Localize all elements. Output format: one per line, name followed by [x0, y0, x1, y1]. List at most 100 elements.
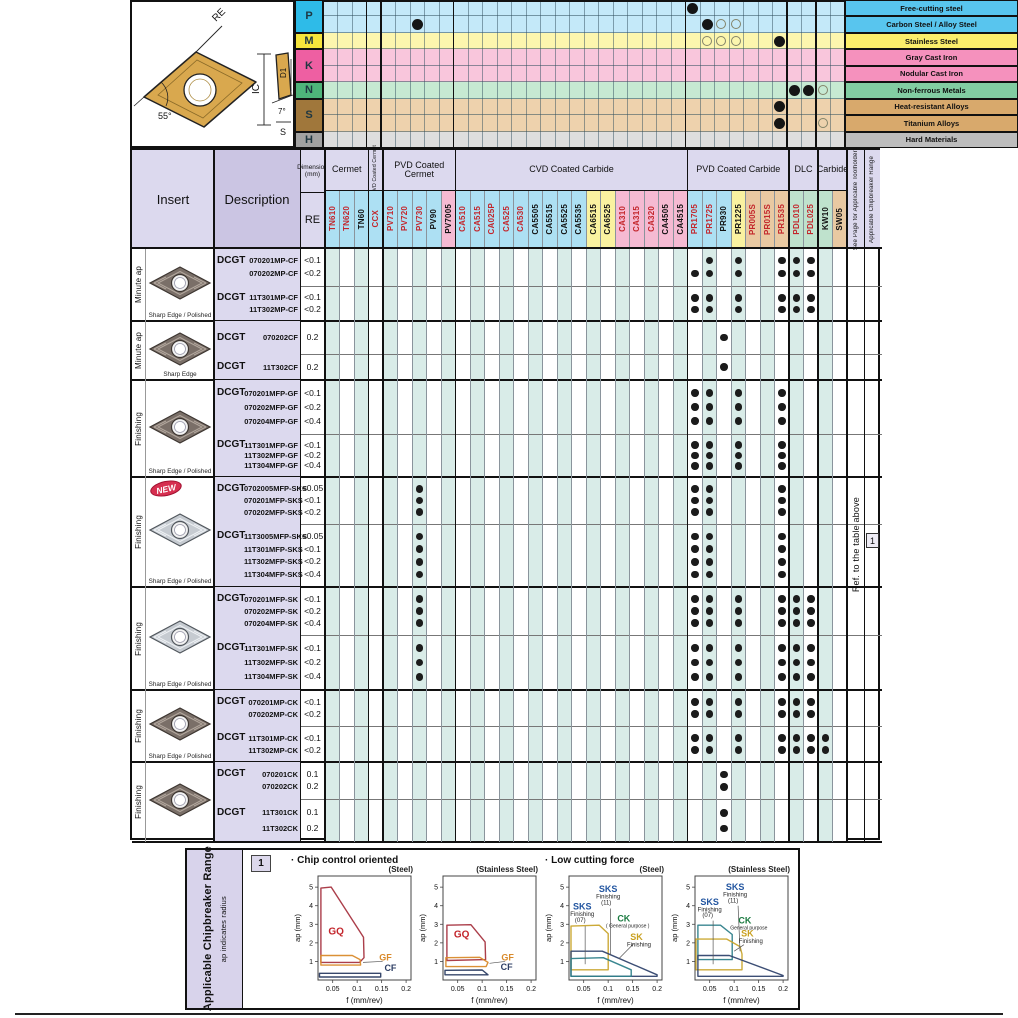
chart-steel: (Steel) 1 2 3 4 5 0.05 0.1 0.15 0.2 f (mm/rev) ap (…: [543, 862, 666, 1013]
grade-dot-PR1535: [778, 441, 786, 449]
body-col-stripe-CA4515: [673, 248, 688, 842]
grade-label-TN620: TN620: [342, 206, 352, 232]
grade-dot-PR1225: [734, 305, 742, 313]
grade-dot-PR1705: [691, 558, 699, 566]
grade-label-CA5535: CA5535: [574, 203, 584, 235]
matrix-grid-line: [424, 0, 425, 148]
grade-column-TN620: TN620: [339, 190, 354, 248]
part-number: 070204MFP-GF: [244, 416, 298, 426]
grade-dot-PR1535: [778, 389, 786, 397]
grade-dot-PV730: [415, 607, 423, 615]
grade-label-CA310: CA310: [617, 206, 627, 232]
grade-dot-PR1535: [778, 607, 786, 615]
grade-label-CA4515: CA4515: [675, 203, 685, 235]
col-line: [397, 190, 398, 842]
grade-group-header: CVD Coated Cermet: [368, 145, 383, 195]
part-number: 11T301MP-CK: [248, 733, 298, 743]
re-value: <0.05: [301, 483, 324, 494]
insert-image-cell-0: Sharp Edge / Polished: [146, 248, 214, 321]
re-value: 0.1: [306, 807, 319, 818]
row-separator: [214, 798, 882, 800]
svg-text:Finishing: Finishing: [698, 907, 722, 913]
table-body: Cermet CVD Coated Cermet PVD Coated Cermet…: [132, 145, 882, 843]
matrix-grid-line: [627, 0, 628, 148]
re-value: <0.4: [304, 671, 321, 682]
part-number: 070201MFP-SK: [244, 594, 298, 604]
see-page-note-cell: Ref. to the table above: [847, 248, 864, 842]
grade-group-header: CVD Coated Carbide: [455, 150, 688, 190]
side-label-1: Minute ap: [132, 321, 146, 380]
row-separator: [214, 523, 882, 525]
grade-dot-PR1225: [734, 673, 742, 681]
part-number: 070202MFP-SK: [244, 606, 298, 616]
description-prefix: DCGT: [217, 482, 246, 494]
col-line: [556, 190, 558, 842]
row-separator: [214, 433, 882, 435]
insert-dimension-diagram: RE IC 55° D1 7° S: [130, 0, 295, 148]
grade-label-PV720: PV720: [400, 206, 410, 232]
body-col-stripe-CA6515: [586, 248, 601, 842]
recommended-dot-PV730: [411, 19, 423, 31]
usage-label: Minute ap: [134, 266, 143, 303]
header-insert: Insert: [132, 150, 214, 248]
grade-column-PR930: PR930: [716, 190, 731, 248]
matrix-grid-line: [772, 0, 773, 148]
svg-text:3: 3: [560, 922, 564, 929]
page-bottom-rule: [15, 1013, 1003, 1015]
grade-column-CA510: CA510: [455, 190, 470, 248]
grade-label-PR1705: PR1705: [690, 203, 700, 235]
grade-dot-PR1535: [778, 558, 786, 566]
body-col-stripe-CA5535: [571, 248, 586, 842]
matrix-grid-line: [757, 0, 759, 148]
optional-dot-PR1225: [730, 19, 741, 30]
part-number: 11T302MFP-SK: [244, 658, 298, 667]
grade-label-PR1225: PR1225: [733, 203, 743, 235]
grade-label-CCX: CCX: [371, 210, 381, 228]
re-value: <0.1: [304, 439, 321, 450]
matrix-material-label: Heat-resistant Alloys: [845, 98, 1018, 116]
col-line: [672, 190, 674, 842]
insert-grade-table: Insert Description Dimension (mm) RE See…: [130, 145, 882, 843]
grade-dot-PR1535: [778, 305, 786, 313]
grade-dot-PDL025: [807, 595, 815, 603]
grade-dot-PR1705: [691, 570, 699, 579]
description-cell: [214, 587, 300, 635]
svg-text:0.05: 0.05: [451, 986, 465, 993]
col-line: [643, 190, 645, 842]
grade-dot-PR1535: [778, 734, 786, 742]
body-col-stripe-CA5525: [557, 248, 572, 842]
grade-dot-PV730: [415, 532, 423, 541]
body-col-stripe-TN60: [354, 248, 369, 842]
grade-dot-PR930: [720, 333, 728, 342]
body-col-stripe-PDL010: [789, 248, 804, 842]
charts-area: (Steel) 1 2 3 4 5 0.05 0.1 0.15 0.2 f (mm/rev) ap (…: [187, 850, 798, 1008]
description-prefix: DCGT: [217, 768, 246, 780]
col-line: [542, 190, 543, 842]
body-col-stripe-SW05: [832, 248, 847, 842]
grade-column-CA315: CA315: [629, 190, 644, 248]
svg-text:0.05: 0.05: [703, 986, 717, 993]
grade-dot-PV730: [415, 508, 423, 516]
part-number: 070201CK: [262, 769, 298, 779]
matrix-grid-line: [380, 0, 382, 148]
description-prefix: DCGT: [217, 439, 246, 451]
part-number: 070202CK: [262, 782, 298, 792]
description-cell: [214, 690, 300, 726]
grade-dot-PR1225: [734, 403, 742, 411]
svg-text:0.15: 0.15: [500, 986, 514, 993]
matrix-material-label: Gray Cast Iron: [845, 49, 1018, 66]
col-line: [571, 190, 572, 842]
grade-column-CCX: CCX: [368, 190, 383, 248]
part-number: 070201MFP-GF: [244, 388, 298, 398]
svg-text:f (mm/rev): f (mm/rev): [597, 996, 634, 1005]
side-label-0: Minute ap: [132, 248, 146, 321]
grade-dot-PR930: [720, 824, 728, 832]
grade-dot-PR1705: [691, 698, 699, 706]
grade-dot-PR1725: [705, 710, 713, 718]
chipbreaker-range-panel: Applicable Chipbreaker Range ap indicate…: [185, 846, 800, 1012]
group-separator: [132, 689, 882, 691]
insert-photo: [148, 615, 212, 659]
group-vline: [382, 150, 384, 842]
grade-dot-PR1225: [734, 644, 742, 652]
body-col-stripe-PDL025: [803, 248, 818, 842]
